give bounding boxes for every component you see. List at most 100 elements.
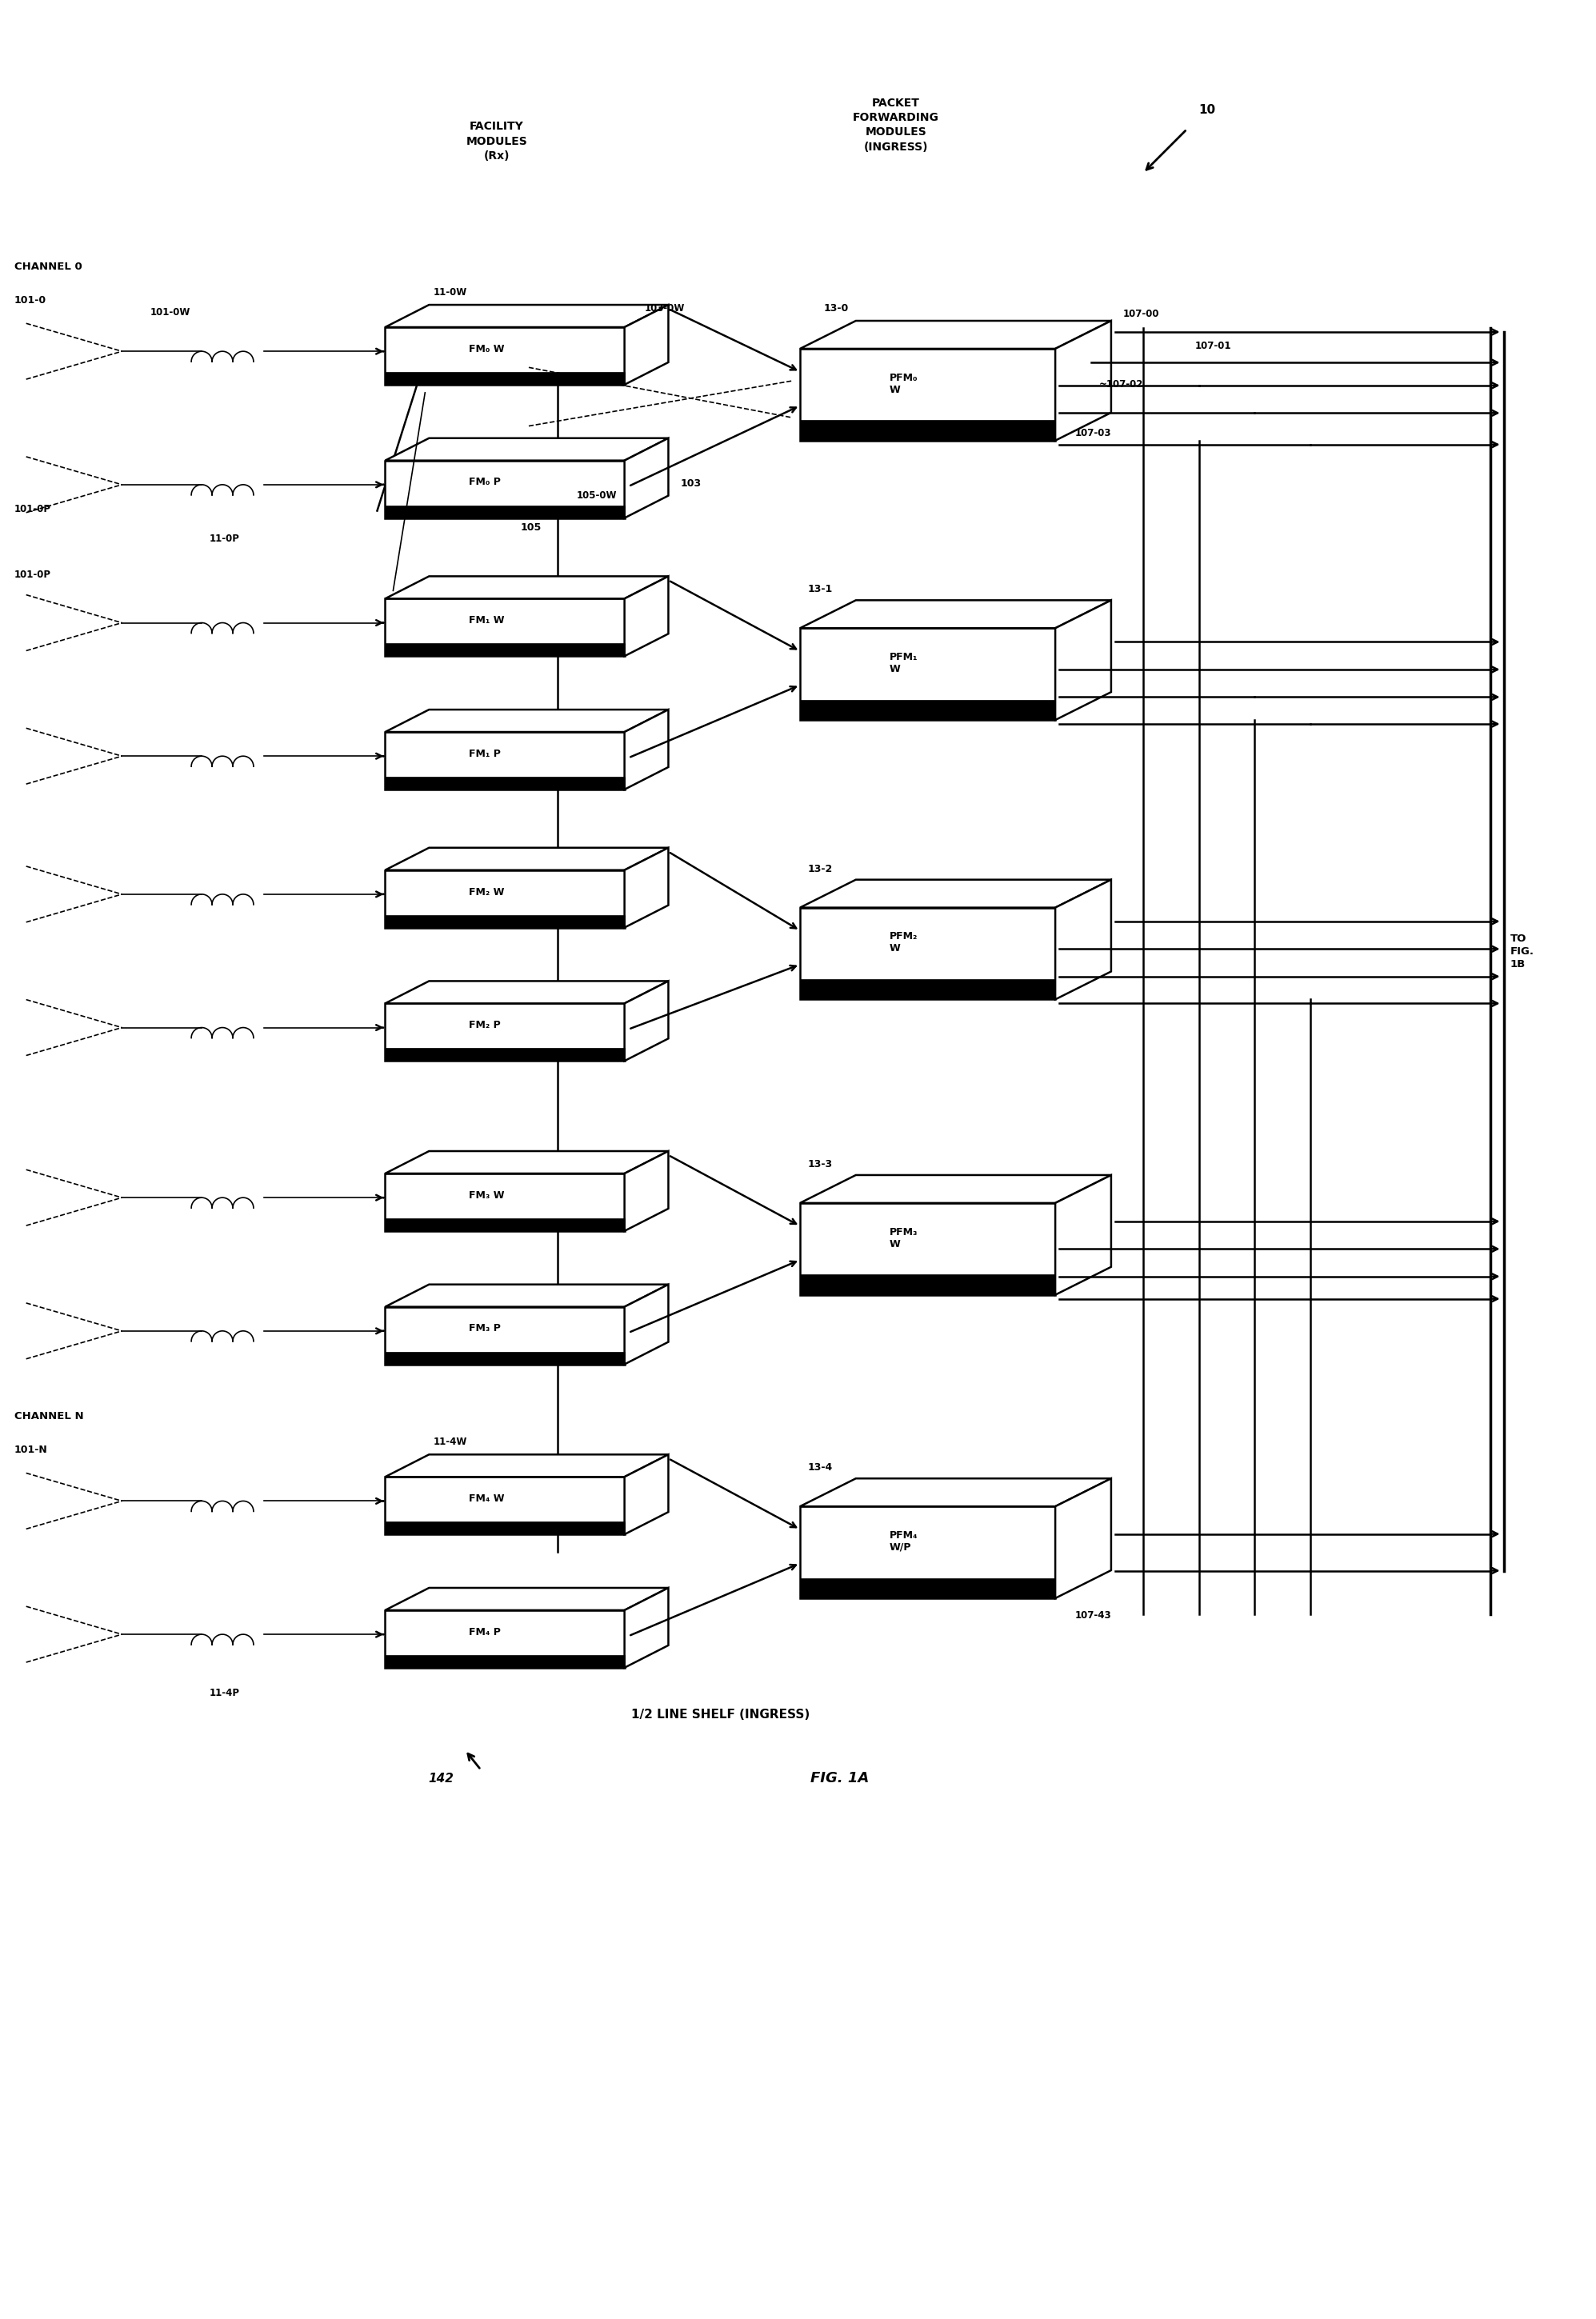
Polygon shape (624, 1150, 669, 1231)
Text: PFM₁
W: PFM₁ W (889, 652, 918, 675)
Polygon shape (385, 733, 624, 788)
Text: 103: 103 (680, 478, 701, 489)
Text: ~107-02: ~107-02 (1100, 380, 1143, 390)
Polygon shape (385, 1454, 669, 1477)
Polygon shape (624, 438, 669, 517)
Polygon shape (800, 1176, 1111, 1204)
Text: FM₁ W: FM₁ W (469, 615, 504, 626)
Text: PACKET
FORWARDING
MODULES
(INGRESS): PACKET FORWARDING MODULES (INGRESS) (852, 97, 938, 153)
Polygon shape (385, 916, 624, 928)
Polygon shape (385, 642, 624, 656)
Text: FM₃ P: FM₃ P (469, 1324, 501, 1333)
Text: 107-01: 107-01 (1195, 341, 1231, 350)
Text: 105: 105 (520, 522, 541, 533)
Polygon shape (624, 575, 669, 656)
Polygon shape (624, 849, 669, 928)
Polygon shape (385, 461, 624, 517)
Text: FM₄ P: FM₄ P (469, 1628, 501, 1637)
Polygon shape (800, 907, 1055, 999)
Polygon shape (385, 777, 624, 788)
Text: 1/2 LINE SHELF (INGRESS): 1/2 LINE SHELF (INGRESS) (630, 1709, 809, 1721)
Text: 13-0: 13-0 (824, 304, 849, 313)
Text: 11-0P: 11-0P (209, 533, 239, 545)
Polygon shape (385, 327, 624, 385)
Polygon shape (800, 700, 1055, 719)
Text: CHANNEL 0: CHANNEL 0 (14, 262, 81, 271)
Text: PFM₂
W: PFM₂ W (889, 932, 918, 953)
Polygon shape (800, 420, 1055, 441)
Text: 101-0P: 101-0P (14, 570, 51, 580)
Text: 107-03: 107-03 (1076, 429, 1112, 438)
Text: CHANNEL N: CHANNEL N (14, 1412, 83, 1422)
Text: 101-0: 101-0 (14, 295, 46, 306)
Text: FM₀ W: FM₀ W (469, 343, 504, 355)
Polygon shape (385, 598, 624, 656)
Polygon shape (1055, 879, 1111, 999)
Polygon shape (1055, 1480, 1111, 1598)
Polygon shape (1055, 1176, 1111, 1294)
Text: 10: 10 (1199, 104, 1216, 116)
Polygon shape (800, 1204, 1055, 1294)
Text: 11-4P: 11-4P (209, 1688, 239, 1698)
Polygon shape (385, 1589, 669, 1609)
Polygon shape (800, 1577, 1055, 1598)
Text: 103-0W: 103-0W (645, 304, 685, 313)
Polygon shape (385, 506, 624, 517)
Polygon shape (385, 1521, 624, 1535)
Text: 13-1: 13-1 (808, 584, 833, 594)
Text: 105-0W: 105-0W (576, 489, 618, 501)
Text: 13-3: 13-3 (808, 1160, 833, 1169)
Polygon shape (385, 849, 669, 870)
Polygon shape (800, 320, 1111, 348)
Polygon shape (1055, 601, 1111, 719)
Polygon shape (385, 1308, 624, 1364)
Text: FM₁ P: FM₁ P (469, 749, 501, 758)
Polygon shape (1055, 320, 1111, 441)
Text: FIG. 1A: FIG. 1A (811, 1772, 870, 1786)
Text: 13-2: 13-2 (808, 863, 833, 874)
Polygon shape (385, 1352, 624, 1364)
Polygon shape (800, 1275, 1055, 1294)
Polygon shape (624, 1285, 669, 1364)
Text: 11-0W: 11-0W (433, 288, 466, 297)
Text: FACILITY
MODULES
(Rx): FACILITY MODULES (Rx) (466, 121, 528, 162)
Polygon shape (624, 1454, 669, 1535)
Polygon shape (385, 371, 624, 385)
Text: 11-4W: 11-4W (433, 1438, 468, 1447)
Polygon shape (385, 1150, 669, 1173)
Text: PFM₃
W: PFM₃ W (889, 1227, 918, 1250)
Polygon shape (624, 710, 669, 788)
Polygon shape (385, 304, 669, 327)
Polygon shape (800, 879, 1111, 907)
Text: 101-N: 101-N (14, 1445, 48, 1456)
Text: 107-43: 107-43 (1076, 1609, 1112, 1621)
Polygon shape (385, 1609, 624, 1667)
Text: 101-0W: 101-0W (150, 306, 190, 318)
Polygon shape (385, 1173, 624, 1231)
Polygon shape (624, 304, 669, 385)
Polygon shape (624, 981, 669, 1060)
Text: 142: 142 (428, 1772, 453, 1783)
Text: 107-00: 107-00 (1124, 308, 1159, 320)
Polygon shape (385, 710, 669, 733)
Polygon shape (800, 1480, 1111, 1507)
Polygon shape (800, 1507, 1055, 1598)
Text: FM₂ P: FM₂ P (469, 1020, 501, 1030)
Polygon shape (800, 979, 1055, 999)
Polygon shape (800, 348, 1055, 441)
Polygon shape (800, 628, 1055, 719)
Polygon shape (385, 1048, 624, 1060)
Text: 13-4: 13-4 (808, 1463, 833, 1473)
Polygon shape (385, 1285, 669, 1308)
Text: 101-0P: 101-0P (14, 503, 51, 515)
Polygon shape (800, 601, 1111, 628)
Polygon shape (385, 981, 669, 1004)
Polygon shape (385, 870, 624, 928)
Polygon shape (385, 438, 669, 461)
Text: FM₀ P: FM₀ P (469, 478, 501, 487)
Text: PFM₀
W: PFM₀ W (889, 373, 918, 394)
Polygon shape (385, 1656, 624, 1667)
Text: TO
FIG.
1B: TO FIG. 1B (1510, 932, 1534, 969)
Polygon shape (385, 1004, 624, 1060)
Polygon shape (624, 1589, 669, 1667)
